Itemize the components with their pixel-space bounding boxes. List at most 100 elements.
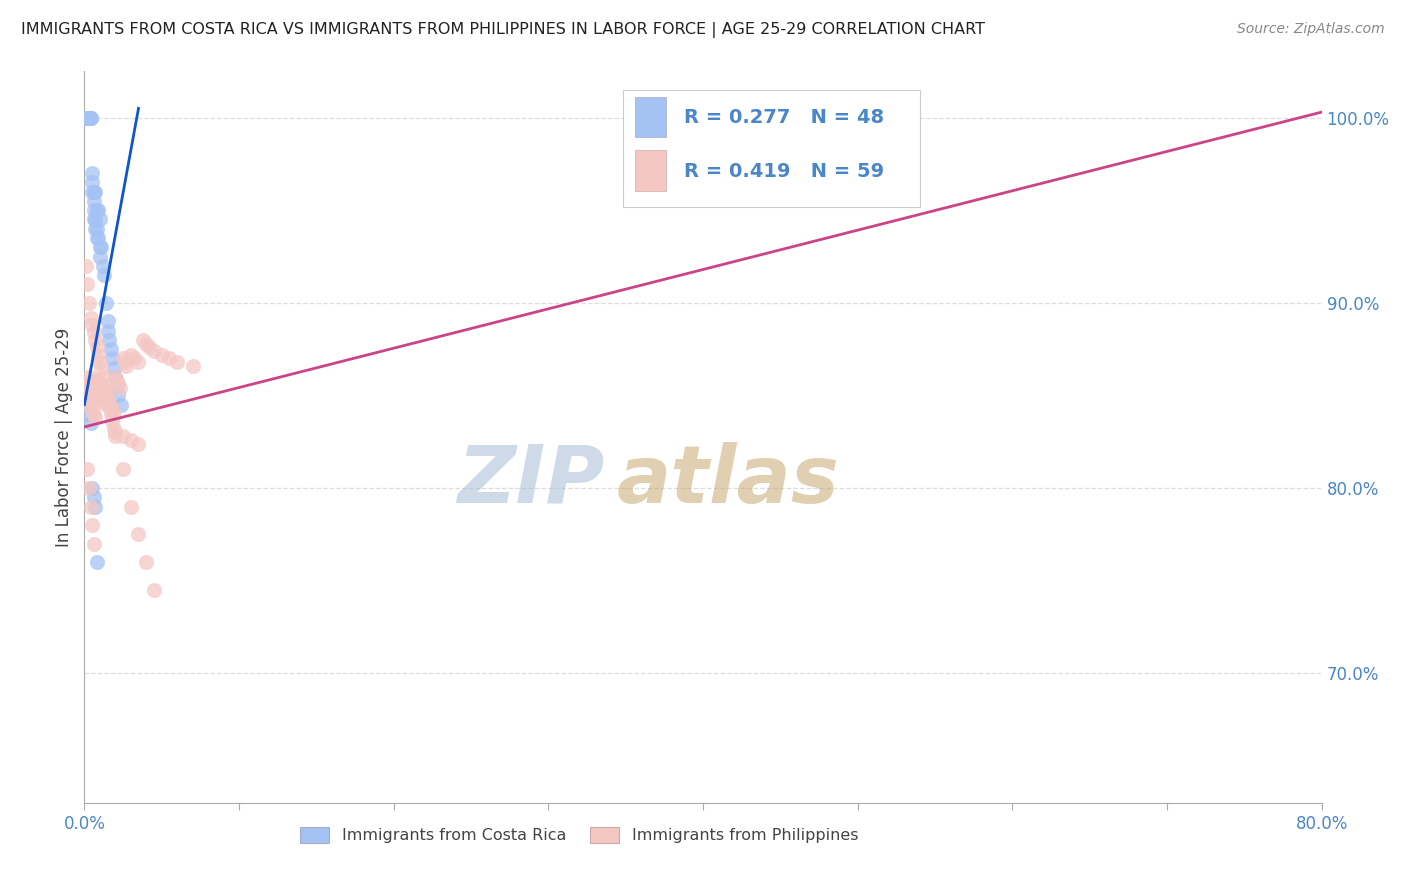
Point	[103, 360, 125, 375]
Point	[101, 403, 124, 417]
Point	[84, 388, 107, 402]
Legend: Immigrants from Costa Rica, Immigrants from Philippines: Immigrants from Costa Rica, Immigrants f…	[294, 821, 865, 850]
Point	[82, 518, 104, 533]
Point	[107, 377, 129, 392]
Point	[82, 377, 104, 392]
Point	[120, 433, 142, 447]
Y-axis label: In Labor Force | Age 25-29: In Labor Force | Age 25-29	[55, 327, 73, 547]
Point	[104, 425, 127, 440]
Text: IMMIGRANTS FROM COSTA RICA VS IMMIGRANTS FROM PHILIPPINES IN LABOR FORCE | AGE 2: IMMIGRANTS FROM COSTA RICA VS IMMIGRANTS…	[21, 22, 986, 38]
Point	[82, 403, 104, 417]
Point	[77, 111, 100, 125]
Point	[84, 333, 107, 347]
Point	[138, 340, 160, 354]
Point	[83, 326, 105, 340]
Point	[104, 370, 127, 384]
Point	[83, 490, 105, 504]
Point	[82, 388, 104, 402]
Point	[83, 194, 105, 208]
Point	[100, 400, 122, 414]
Point	[692, 111, 714, 125]
Point	[90, 381, 112, 395]
Point	[86, 340, 108, 354]
Point	[89, 355, 111, 369]
Point	[79, 384, 101, 399]
Point	[76, 379, 98, 393]
Point	[96, 314, 118, 328]
Point	[181, 359, 204, 373]
Point	[96, 392, 118, 406]
Bar	[623, 90, 920, 207]
Point	[94, 388, 117, 402]
Point	[150, 348, 173, 362]
Point	[84, 500, 107, 514]
Point	[105, 374, 128, 388]
Point	[132, 333, 155, 347]
Point	[166, 355, 188, 369]
Point	[77, 295, 100, 310]
Point	[77, 379, 100, 393]
Point	[79, 374, 101, 388]
Point	[107, 388, 129, 402]
Point	[96, 392, 118, 406]
Point	[75, 111, 97, 125]
Point	[159, 351, 180, 366]
Point	[86, 374, 108, 388]
Point	[77, 111, 100, 125]
Point	[82, 481, 104, 495]
Point	[112, 462, 135, 476]
Point	[75, 388, 97, 402]
Point	[84, 377, 107, 392]
Point	[93, 384, 115, 399]
Point	[86, 555, 108, 569]
Point	[82, 318, 104, 332]
Point	[91, 392, 114, 406]
Bar	[636, 151, 666, 191]
Point	[89, 240, 111, 254]
Point	[98, 333, 121, 347]
Point	[104, 429, 127, 443]
Point	[112, 351, 135, 366]
Point	[120, 348, 142, 362]
Point	[77, 407, 100, 421]
Point	[120, 500, 142, 514]
Point	[90, 240, 112, 254]
Point	[91, 370, 114, 384]
Point	[100, 407, 122, 421]
Point	[90, 362, 112, 376]
Point	[83, 185, 105, 199]
Point	[114, 355, 136, 369]
Point	[89, 392, 111, 406]
Point	[83, 374, 105, 388]
Point	[86, 384, 108, 399]
Point	[77, 396, 100, 410]
Point	[91, 259, 114, 273]
Point	[105, 379, 128, 393]
Point	[89, 250, 111, 264]
Point	[86, 203, 108, 218]
Point	[90, 392, 112, 406]
Text: Source: ZipAtlas.com: Source: ZipAtlas.com	[1237, 22, 1385, 37]
Point	[101, 414, 124, 428]
Point	[127, 355, 149, 369]
Point	[84, 221, 107, 235]
Point	[122, 351, 145, 366]
Point	[83, 203, 105, 218]
Point	[84, 410, 107, 425]
Point	[79, 500, 101, 514]
Point	[87, 388, 110, 402]
Point	[86, 221, 108, 235]
Point	[76, 111, 98, 125]
Point	[75, 259, 97, 273]
Point	[79, 416, 101, 430]
Point	[83, 384, 105, 399]
Point	[94, 295, 117, 310]
Point	[76, 111, 98, 125]
Point	[87, 377, 110, 392]
Point	[82, 185, 104, 199]
Point	[104, 370, 127, 384]
Text: R = 0.277   N = 48: R = 0.277 N = 48	[685, 108, 884, 127]
Point	[89, 381, 111, 395]
Point	[127, 436, 149, 450]
Point	[75, 388, 97, 402]
